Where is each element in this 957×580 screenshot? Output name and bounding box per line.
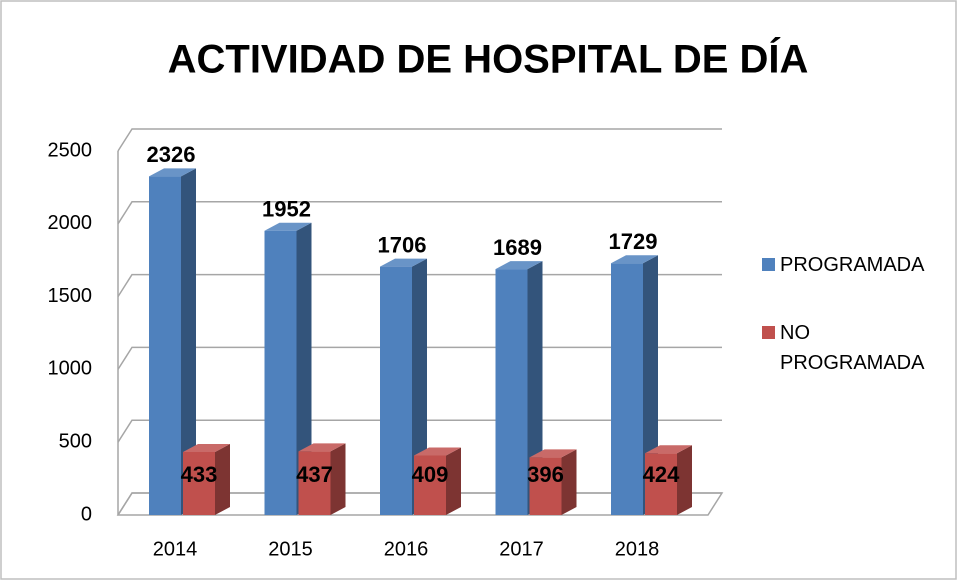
bar-face	[149, 176, 181, 515]
x-tick-label: 2015	[268, 538, 313, 560]
value-label: 1729	[609, 229, 658, 254]
y-tick-label: 500	[59, 430, 92, 452]
bar-face	[561, 449, 577, 515]
legend-label: NO PROGRAMADA	[780, 322, 925, 374]
bar	[298, 443, 346, 515]
bar-face	[264, 222, 312, 231]
bar-face	[527, 261, 543, 515]
legend-label: PROGRAMADA	[780, 254, 925, 276]
bar-face	[495, 269, 528, 515]
bar-face	[611, 255, 658, 264]
value-label: 2326	[147, 142, 196, 167]
x-tick-label: 2017	[499, 538, 544, 560]
value-label: 424	[643, 462, 680, 487]
y-tick-label: 1500	[48, 285, 93, 307]
bar-face	[181, 168, 196, 515]
bar	[183, 443, 230, 515]
bar-face	[495, 261, 543, 270]
bar-face	[414, 455, 446, 515]
bar-face	[446, 447, 461, 515]
x-tick-label: 2014	[153, 538, 198, 560]
x-tick-label: 2018	[615, 538, 660, 560]
bar-face	[330, 443, 346, 515]
bar-face	[298, 443, 346, 452]
bar-face	[414, 447, 461, 456]
value-label: 396	[527, 462, 564, 487]
bar-face	[645, 445, 692, 454]
bar-face	[611, 263, 643, 515]
bar	[149, 168, 196, 515]
bar	[645, 445, 692, 515]
y-tick-label: 2000	[48, 212, 93, 234]
bar-face	[677, 445, 692, 515]
bar-face	[298, 451, 331, 515]
x-tick-label: 2016	[384, 538, 429, 560]
bar-face	[529, 457, 562, 515]
value-label: 1689	[493, 235, 542, 260]
bar-face	[149, 168, 196, 177]
value-label: 437	[296, 462, 333, 487]
value-label: 409	[412, 462, 449, 487]
bar-face	[183, 443, 230, 452]
bar-face	[645, 453, 677, 515]
bar-face	[264, 230, 297, 515]
value-label: 433	[181, 462, 218, 487]
bar-face	[380, 266, 412, 515]
bar-face	[380, 258, 427, 267]
y-tick-label: 2500	[48, 139, 93, 161]
grid-line	[117, 201, 722, 225]
chart-title: ACTIVIDAD DE HOSPITAL DE DÍA	[168, 37, 809, 82]
legend-swatch	[762, 326, 775, 339]
bar-face	[215, 443, 230, 515]
value-label: 1952	[262, 197, 311, 222]
bar	[264, 222, 312, 515]
bar	[414, 447, 461, 515]
bar-face	[529, 449, 577, 458]
grid-line	[117, 128, 722, 152]
bar-face	[183, 451, 215, 515]
bar	[529, 449, 577, 515]
bar	[495, 261, 543, 515]
y-tick-label: 0	[81, 503, 92, 525]
bar-face	[296, 222, 312, 515]
value-label: 1706	[378, 232, 427, 257]
y-tick-label: 1000	[48, 358, 93, 380]
legend-swatch	[762, 258, 775, 271]
